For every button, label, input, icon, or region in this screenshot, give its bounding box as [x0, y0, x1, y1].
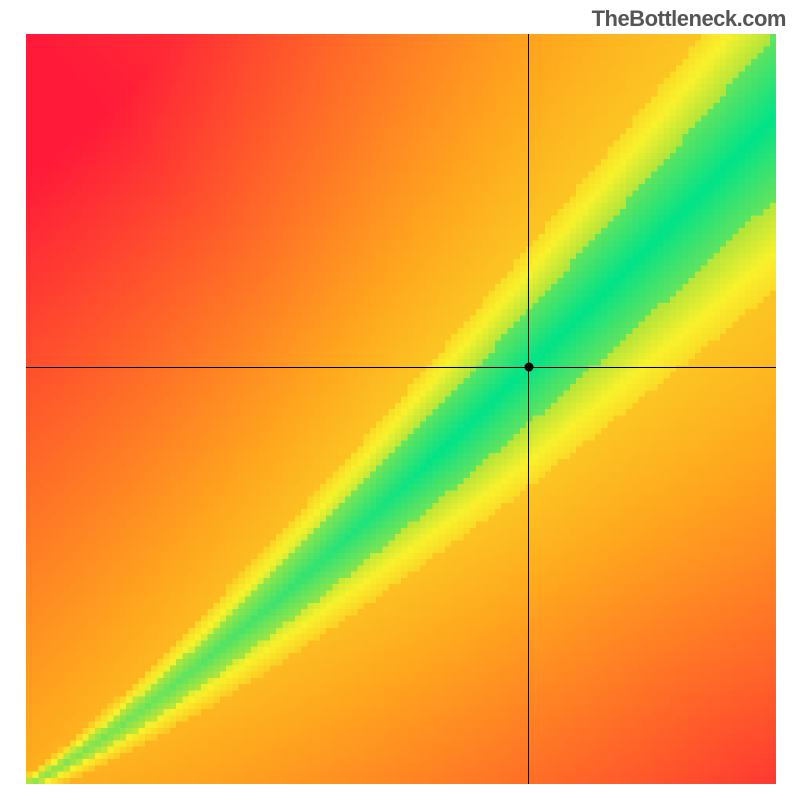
crosshair-dot: [524, 363, 533, 372]
attribution-text: TheBottleneck.com: [592, 6, 786, 32]
crosshair-vertical: [528, 34, 529, 784]
heatmap-canvas: [26, 34, 776, 784]
plot-area: [26, 34, 776, 784]
crosshair-horizontal: [26, 367, 776, 368]
